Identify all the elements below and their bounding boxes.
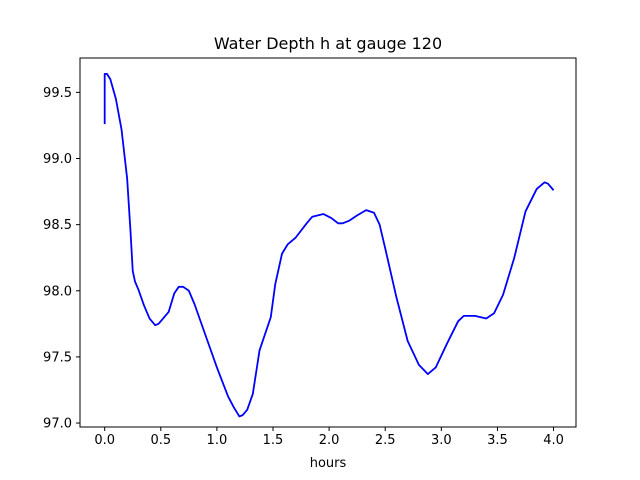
plot-area: 0.0 0.5 1.0 1.5 2.0 2.5 3.0 3.5 4.0 97.0 97.5 98.0 9… [43,57,577,448]
y-tick-label: 98.0 [43,284,72,299]
series-line-0 [103,72,555,418]
axes-frame [79,57,577,428]
x-tick-label: 1.0 [207,433,228,448]
x-tick-label: 2.5 [375,433,396,448]
y-tick-label: 97.5 [43,350,72,365]
x-tick-label: 0.0 [94,433,115,448]
y-tick-label: 99.5 [43,86,72,101]
chart-title: Water Depth h at gauge 120 [214,34,442,53]
y-tick-label: 99.0 [43,152,72,167]
x-tick-label: 2.0 [319,433,340,448]
y-tick-label: 97.0 [43,417,72,432]
y-tick-label: 98.5 [43,218,72,233]
x-tick-label: 3.5 [487,433,508,448]
x-tick-label: 1.5 [263,433,284,448]
x-tick-label: 4.0 [543,433,564,448]
x-axis-label: hours [310,456,347,471]
x-tick-label: 0.5 [150,433,171,448]
x-tick-label: 3.0 [431,433,452,448]
